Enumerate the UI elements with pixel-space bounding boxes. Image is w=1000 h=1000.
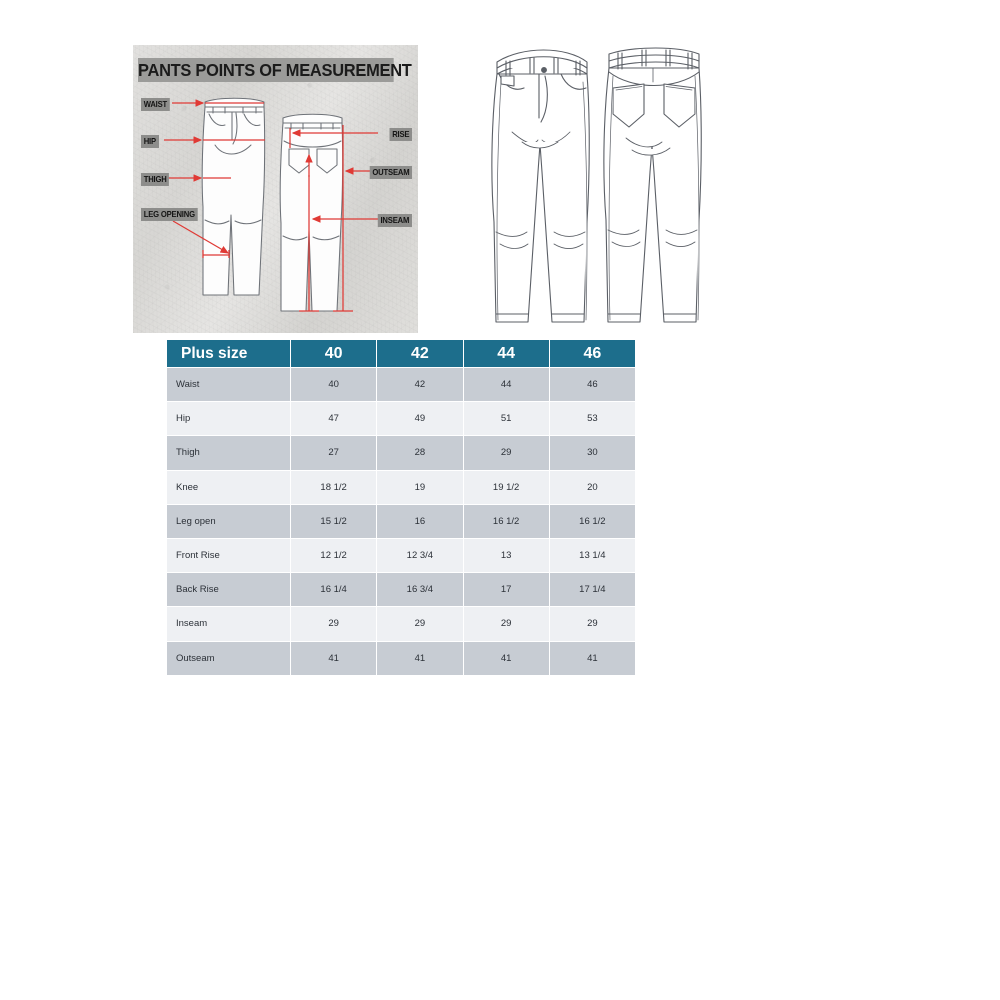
cell-back-rise-46: 17 1/4 [548, 572, 637, 608]
diagram-label-inseam: INSEAM [377, 214, 412, 227]
cell-inseam-42: 29 [376, 606, 464, 642]
table-row: Back Rise 16 1/4 16 3/4 17 17 1/4 [166, 572, 637, 608]
cell-inseam-40: 29 [289, 606, 378, 642]
cell-leg-open-46: 16 1/2 [548, 503, 637, 539]
row-label-outseam: Outseam [166, 640, 291, 676]
cell-front-rise-42: 12 3/4 [376, 537, 464, 574]
cell-thigh-42: 28 [376, 435, 464, 471]
cell-hip-46: 53 [548, 401, 637, 437]
table-row: Outseam 41 41 41 41 [166, 640, 637, 676]
cell-waist-42: 42 [376, 366, 464, 403]
row-label-inseam: Inseam [166, 606, 291, 642]
cell-thigh-46: 30 [548, 435, 637, 471]
size-chart-table: Plus size 40 42 44 46 Waist 40 42 44 46 … [166, 339, 637, 676]
table-row: Thigh 27 28 29 30 [166, 435, 637, 471]
cell-knee-44: 19 1/2 [462, 469, 550, 505]
jeans-front-flat [491, 49, 590, 323]
table-header-size-46: 46 [548, 339, 637, 368]
row-label-waist: Waist [166, 366, 291, 403]
row-label-back-rise: Back Rise [166, 572, 291, 608]
row-label-leg-open: Leg open [166, 503, 291, 539]
diagram-label-outseam: OUTSEAM [369, 166, 412, 179]
cell-thigh-40: 27 [289, 435, 378, 471]
cell-thigh-44: 29 [462, 435, 550, 471]
cell-outseam-42: 41 [376, 640, 464, 676]
table-row: Waist 40 42 44 46 [166, 366, 637, 403]
table-corner-label: Plus size [166, 339, 291, 368]
table-header-size-44: 44 [462, 339, 550, 368]
diagram-label-leg-opening: LEG OPENING [141, 208, 198, 221]
jeans-technical-flat-sketch [491, 47, 702, 323]
cell-inseam-46: 29 [548, 606, 637, 642]
diagram-label-hip: HIP [141, 135, 159, 148]
table-header-size-40: 40 [289, 339, 378, 368]
cell-hip-40: 47 [289, 401, 378, 437]
cell-back-rise-44: 17 [462, 572, 550, 608]
diagram-label-waist: WAIST [141, 98, 170, 111]
cell-leg-open-40: 15 1/2 [289, 503, 378, 539]
row-label-thigh: Thigh [166, 435, 291, 471]
cell-leg-open-44: 16 1/2 [462, 503, 550, 539]
table-header-size-42: 42 [376, 339, 464, 368]
row-label-knee: Knee [166, 469, 291, 505]
table-row: Leg open 15 1/2 16 16 1/2 16 1/2 [166, 503, 637, 539]
table-row: Hip 47 49 51 53 [166, 401, 637, 437]
jeans-back-flat [603, 47, 702, 323]
diagram-title: PANTS POINTS OF MEASUREMENT [138, 58, 412, 82]
cell-leg-open-42: 16 [376, 503, 464, 539]
cell-hip-44: 51 [462, 401, 550, 437]
measurement-diagram-illustration [164, 97, 380, 312]
pants-measurement-diagram: PANTS POINTS OF MEASUREMENT WAIST HIP TH… [133, 45, 418, 333]
table-row: Front Rise 12 1/2 12 3/4 13 13 1/4 [166, 537, 637, 574]
cell-waist-44: 44 [462, 366, 550, 403]
cell-front-rise-46: 13 1/4 [548, 537, 637, 574]
cell-inseam-44: 29 [462, 606, 550, 642]
cell-hip-42: 49 [376, 401, 464, 437]
cell-outseam-44: 41 [462, 640, 550, 676]
cell-knee-40: 18 1/2 [289, 469, 378, 505]
cell-front-rise-40: 12 1/2 [289, 537, 378, 574]
table-row: Knee 18 1/2 19 19 1/2 20 [166, 469, 637, 505]
cell-waist-46: 46 [548, 366, 637, 403]
cell-outseam-40: 41 [289, 640, 378, 676]
table-header-row: Plus size 40 42 44 46 [166, 339, 637, 368]
row-label-front-rise: Front Rise [166, 537, 291, 574]
cell-front-rise-44: 13 [462, 537, 550, 574]
diagram-label-thigh: THIGH [141, 173, 170, 186]
row-label-hip: Hip [166, 401, 291, 437]
cell-knee-42: 19 [376, 469, 464, 505]
cell-knee-46: 20 [548, 469, 637, 505]
diagram-label-rise: RISE [389, 128, 412, 141]
table-row: Inseam 29 29 29 29 [166, 606, 637, 642]
cell-outseam-46: 41 [548, 640, 637, 676]
cell-waist-40: 40 [289, 366, 378, 403]
cell-back-rise-42: 16 3/4 [376, 572, 464, 608]
cell-back-rise-40: 16 1/4 [289, 572, 378, 608]
